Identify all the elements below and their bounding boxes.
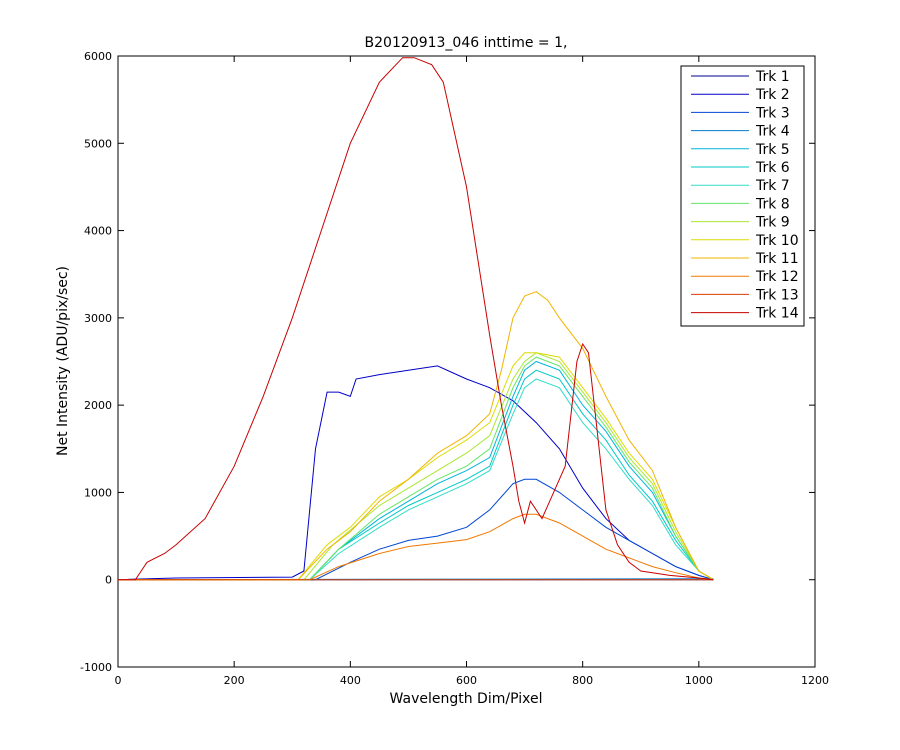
legend-label-trk-13: Trk 13 [755, 287, 799, 303]
series-line-trk-12 [118, 513, 714, 581]
y-axis-label: Net Intensity (ADU/pix/sec) [55, 266, 71, 456]
legend-label-trk-8: Trk 8 [755, 196, 790, 212]
y-tick-label: 4000 [84, 225, 112, 238]
legend-label-trk-14: Trk 14 [755, 306, 799, 322]
series-line-trk-10 [118, 352, 714, 581]
legend-label-trk-9: Trk 9 [755, 215, 790, 231]
legend-label-trk-6: Trk 6 [755, 160, 790, 176]
legend-label-trk-3: Trk 3 [755, 105, 790, 121]
series-line-trk-5 [118, 360, 714, 581]
legend-label-trk-4: Trk 4 [755, 124, 790, 140]
legend-label-trk-1: Trk 1 [755, 69, 790, 85]
y-tick-label: 1000 [84, 486, 112, 499]
legend-label-trk-10: Trk 10 [755, 233, 799, 249]
series-line-trk-8 [118, 356, 714, 581]
legend-label-trk-12: Trk 12 [755, 269, 799, 285]
series-line-trk-9 [118, 352, 714, 581]
y-tick-label: 6000 [84, 50, 112, 63]
series-line-trk-7 [118, 378, 714, 581]
series-line-trk-11 [118, 291, 714, 581]
x-tick-label: 0 [115, 674, 122, 687]
x-tick-label: 1200 [801, 674, 829, 687]
legend-label-trk-7: Trk 7 [755, 178, 790, 194]
legend-label-trk-2: Trk 2 [755, 87, 790, 103]
series-line-trk-14 [118, 57, 714, 581]
legend-label-trk-5: Trk 5 [755, 142, 790, 158]
x-tick-label: 600 [456, 674, 477, 687]
y-tick-label: -1000 [80, 661, 112, 674]
legend-box [680, 65, 805, 327]
x-tick-label: 800 [572, 674, 593, 687]
x-axis-label: Wavelength Dim/Pixel [390, 691, 543, 707]
series-line-trk-6 [118, 369, 714, 581]
legend: Trk 1 Trk 2 Trk 3 Trk 4 Trk 5 Trk 6 Trk 7 Trk 8… [680, 65, 805, 327]
y-tick-label: 2000 [84, 399, 112, 412]
y-tick-label: 0 [105, 574, 112, 587]
chart-title: B20120913_046 inttime = 1, [365, 35, 568, 51]
series-layer [117, 57, 714, 581]
y-tick-label: 3000 [84, 312, 112, 325]
tick-layer: 0 200 400 600 800 1000 1200-100001000200030004… [80, 50, 829, 687]
x-tick-label: 1000 [685, 674, 713, 687]
legend-label-trk-11: Trk 11 [755, 251, 799, 267]
series-line-trk-3 [118, 478, 714, 581]
x-tick-label: 400 [340, 674, 361, 687]
x-tick-label: 200 [224, 674, 245, 687]
y-tick-label: 5000 [84, 137, 112, 150]
